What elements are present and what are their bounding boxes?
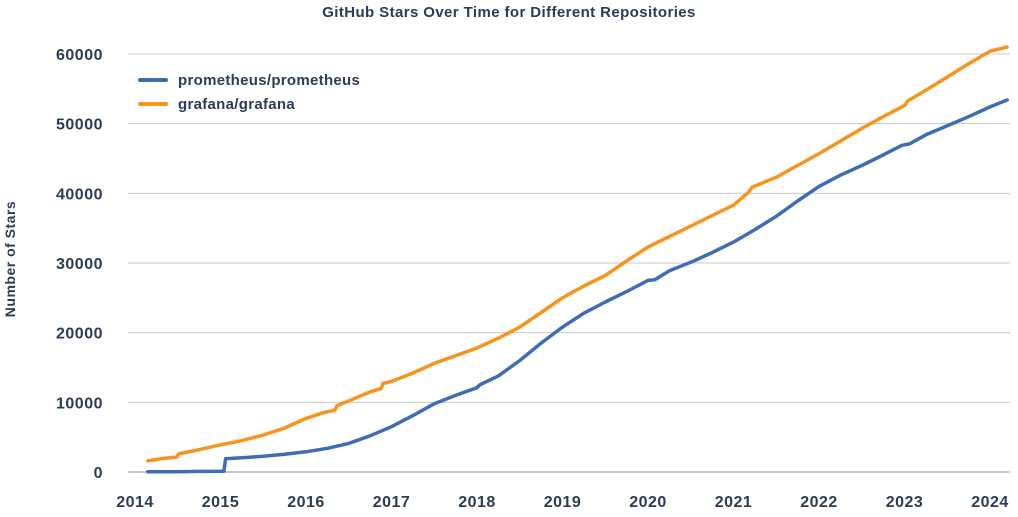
x-tick-label: 2024: [971, 494, 1009, 511]
y-tick-label: 20000: [56, 326, 103, 343]
y-tick-label: 0: [94, 465, 103, 482]
chart-title: GitHub Stars Over Time for Different Rep…: [322, 4, 696, 21]
legend-swatch-prometheus-icon: [138, 78, 168, 82]
y-tick-label: 60000: [56, 47, 103, 64]
y-tick-label: 30000: [56, 256, 103, 273]
x-tick-label: 2016: [287, 494, 325, 511]
line-prometheus: [146, 98, 1009, 474]
legend: prometheus/prometheus grafana/grafana: [138, 71, 361, 113]
x-tick-label: 2014: [116, 494, 154, 511]
legend-item-prometheus: prometheus/prometheus: [138, 71, 361, 89]
x-tick-label: 2019: [544, 494, 582, 511]
legend-item-grafana: grafana/grafana: [138, 95, 360, 113]
x-tick-label: 2022: [800, 494, 838, 511]
y-tick-label: 10000: [56, 395, 103, 412]
line-grafana: [146, 45, 1009, 463]
x-tick-label: 2023: [886, 494, 924, 511]
x-tick-label: 2015: [202, 494, 240, 511]
legend-swatch-grafana-icon: [138, 102, 168, 106]
y-tick-label: 50000: [56, 117, 103, 134]
y-axis-title: Number of Stars: [2, 200, 18, 318]
x-tick-label: 2021: [715, 494, 753, 511]
x-tick-label: 2020: [629, 494, 667, 511]
legend-label-grafana: grafana/grafana: [178, 95, 296, 113]
y-tick-label: 40000: [56, 186, 103, 203]
legend-label-prometheus: prometheus/prometheus: [178, 71, 361, 89]
x-tick-label: 2017: [373, 494, 411, 511]
x-tick-label: 2018: [458, 494, 496, 511]
